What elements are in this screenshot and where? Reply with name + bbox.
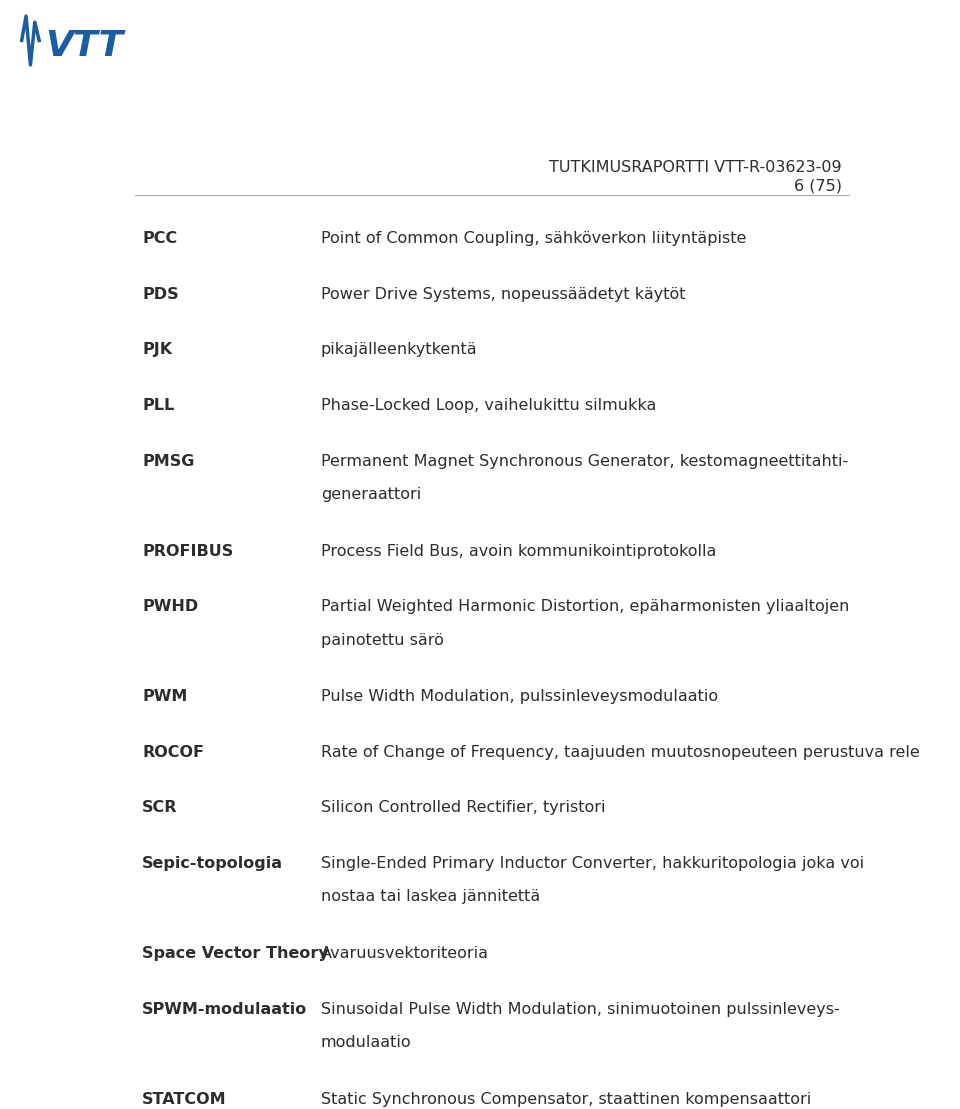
Text: Phase-Locked Loop, vaihelukittu silmukka: Phase-Locked Loop, vaihelukittu silmukka [321, 398, 657, 413]
Text: Permanent Magnet Synchronous Generator, kestomagneettitahti-: Permanent Magnet Synchronous Generator, … [321, 454, 848, 469]
Text: Static Synchronous Compensator, staattinen kompensaattori: Static Synchronous Compensator, staattin… [321, 1091, 811, 1107]
Text: PJK: PJK [142, 343, 173, 357]
Text: STATCOM: STATCOM [142, 1091, 227, 1107]
Text: Avaruusvektoriteoria: Avaruusvektoriteoria [321, 946, 489, 962]
Text: PCC: PCC [142, 232, 178, 246]
Text: PDS: PDS [142, 287, 179, 302]
Text: TUTKIMUSRAPORTTI VTT-R-03623-09: TUTKIMUSRAPORTTI VTT-R-03623-09 [549, 161, 842, 175]
Text: PMSG: PMSG [142, 454, 195, 469]
Text: Sepic-topologia: Sepic-topologia [142, 856, 283, 871]
Text: pikajälleenkytkentä: pikajälleenkytkentä [321, 343, 477, 357]
Text: SPWM-modulaatio: SPWM-modulaatio [142, 1001, 307, 1017]
Text: painotettu särö: painotettu särö [321, 632, 444, 648]
Text: ROCOF: ROCOF [142, 745, 204, 760]
Text: Rate of Change of Frequency, taajuuden muutosnopeuteen perustuva rele: Rate of Change of Frequency, taajuuden m… [321, 745, 920, 760]
Text: Sinusoidal Pulse Width Modulation, sinimuotoinen pulssinleveys-: Sinusoidal Pulse Width Modulation, sinim… [321, 1001, 840, 1017]
Text: SCR: SCR [142, 801, 178, 815]
Text: Point of Common Coupling, sähköverkon liityntäpiste: Point of Common Coupling, sähköverkon li… [321, 232, 746, 246]
Text: generaattori: generaattori [321, 487, 421, 502]
Text: nostaa tai laskea jännitettä: nostaa tai laskea jännitettä [321, 889, 540, 905]
Text: Process Field Bus, avoin kommunikointiprotokolla: Process Field Bus, avoin kommunikointipr… [321, 543, 716, 559]
Text: Power Drive Systems, nopeussäädetyt käytöt: Power Drive Systems, nopeussäädetyt käyt… [321, 287, 685, 302]
Text: Space Vector Theory: Space Vector Theory [142, 946, 329, 962]
Text: Partial Weighted Harmonic Distortion, epäharmonisten yliaaltojen: Partial Weighted Harmonic Distortion, ep… [321, 599, 850, 614]
Text: PLL: PLL [142, 398, 175, 413]
Text: Single-Ended Primary Inductor Converter, hakkuritopologia joka voi: Single-Ended Primary Inductor Converter,… [321, 856, 864, 871]
Text: PWM: PWM [142, 690, 188, 704]
Text: VTT: VTT [45, 29, 124, 63]
Text: PWHD: PWHD [142, 599, 199, 614]
Text: Silicon Controlled Rectifier, tyristori: Silicon Controlled Rectifier, tyristori [321, 801, 606, 815]
Text: Pulse Width Modulation, pulssinleveysmodulaatio: Pulse Width Modulation, pulssinleveysmod… [321, 690, 718, 704]
Text: PROFIBUS: PROFIBUS [142, 543, 233, 559]
Text: 6 (75): 6 (75) [794, 179, 842, 193]
Text: modulaatio: modulaatio [321, 1035, 412, 1050]
